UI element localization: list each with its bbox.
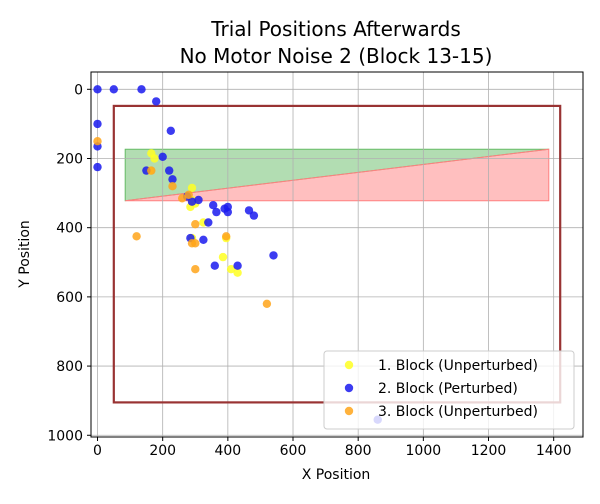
point-series-1 — [233, 268, 242, 277]
y-tick-label: 600 — [56, 290, 83, 306]
point-series-2 — [209, 201, 218, 210]
point-series-2 — [187, 197, 197, 206]
point-series-2 — [194, 195, 203, 205]
x-tick-label: 1400 — [536, 443, 572, 459]
chart-title-line-2: No Motor Noise 2 (Block 13-15) — [180, 44, 493, 68]
point-series-2 — [223, 207, 232, 217]
x-axis-label: X Position — [302, 467, 371, 483]
target-regions — [124, 148, 550, 202]
point-series-3 — [191, 220, 200, 229]
point-series-2 — [233, 261, 242, 270]
y-axis-label: Y Position — [17, 220, 33, 289]
chart-title-line-1: Trial Positions Afterwards — [210, 17, 461, 41]
plot-frame — [90, 71, 584, 438]
point-series-2 — [210, 261, 219, 270]
x-tick-label: 0 — [93, 443, 102, 459]
point-series-2 — [212, 207, 221, 217]
point-series-3 — [184, 190, 193, 199]
point-series-2 — [93, 85, 102, 94]
point-series-1 — [150, 154, 159, 163]
x-tick-label: 1000 — [406, 443, 442, 459]
point-series-3 — [191, 239, 200, 248]
x-tick-label: 200 — [149, 443, 176, 459]
legend-marker-1 — [344, 360, 354, 370]
point-series-2 — [199, 235, 208, 244]
point-series-2 — [165, 166, 174, 175]
point-series-1 — [226, 265, 236, 274]
axis-ticks: 0 200 400 600 800 1000 1200 1400 0 200 400 600 800 10… — [47, 82, 571, 459]
point-series-2 — [168, 175, 177, 184]
y-tick-label: 0 — [74, 82, 83, 98]
y-tick-label: 800 — [56, 359, 83, 375]
point-series-2 — [269, 251, 278, 260]
point-series-3 — [132, 232, 141, 241]
point-series-3 — [168, 182, 177, 191]
legend-box — [323, 350, 575, 430]
y-tick-label: 200 — [56, 151, 83, 167]
point-series-2 — [109, 85, 119, 94]
point-series-3 — [147, 166, 156, 175]
point-series-2 — [166, 126, 175, 135]
point-series-3 — [222, 232, 231, 241]
y-tick-label: 400 — [56, 221, 83, 237]
point-series-2 — [137, 85, 146, 94]
red-region — [125, 148, 550, 202]
y-tick-label: 1000 — [47, 428, 83, 444]
legend-label-3: 3. Block (Unperturbed) — [378, 404, 538, 420]
point-series-2 — [158, 152, 167, 161]
point-series-2 — [93, 119, 102, 129]
legend-marker-2 — [344, 383, 354, 393]
point-series-3 — [262, 299, 272, 308]
point-series-2 — [204, 218, 213, 227]
x-tick-label: 1200 — [471, 443, 507, 459]
point-series-2 — [152, 97, 161, 106]
point-series-2 — [249, 211, 259, 220]
x-tick-label: 800 — [345, 443, 372, 459]
point-series-3 — [191, 265, 200, 274]
legend: 1. Block (Unperturbed) 2. Block (Perturbe… — [323, 350, 575, 430]
x-tick-label: 400 — [214, 443, 241, 459]
legend-label-1: 1. Block (Unperturbed) — [378, 358, 538, 374]
point-series-1 — [218, 252, 228, 262]
point-series-2 — [93, 162, 102, 172]
point-series-3 — [178, 194, 187, 203]
legend-marker-3 — [344, 406, 354, 416]
x-tick-label: 600 — [280, 443, 307, 459]
data-points — [93, 85, 382, 424]
point-series-3 — [93, 137, 102, 146]
point-series-1 — [187, 183, 197, 193]
legend-label-2: 2. Block (Perturbed) — [378, 381, 518, 397]
